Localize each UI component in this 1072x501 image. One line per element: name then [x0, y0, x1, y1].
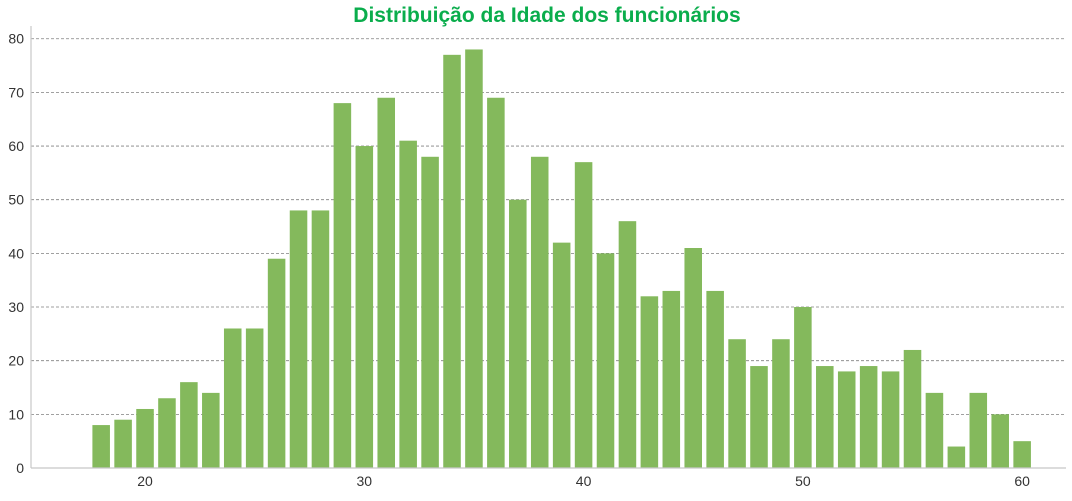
x-tick-label-30: 30: [357, 473, 373, 489]
x-tick-label-50: 50: [795, 473, 811, 489]
bar-age-31: [377, 97, 396, 468]
bar-age-55: [903, 349, 922, 468]
bar-age-37: [509, 199, 527, 468]
bar-age-36: [487, 97, 505, 468]
chart-title: Distribuição da Idade dos funcionários: [353, 4, 741, 27]
bar-age-18: [92, 425, 110, 468]
x-tick-label-20: 20: [137, 473, 153, 489]
y-tick-label-70: 70: [8, 84, 24, 100]
bar-age-46: [706, 290, 724, 468]
bar-age-52: [837, 371, 856, 468]
bar-age-40: [574, 162, 593, 468]
bar-age-19: [114, 419, 132, 468]
bar-age-54: [881, 371, 900, 468]
bar-age-34: [443, 54, 461, 468]
bar-age-47: [728, 339, 746, 468]
bar-age-53: [859, 366, 878, 468]
bar-age-24: [223, 328, 242, 468]
y-tick-label-60: 60: [8, 138, 24, 154]
bar-age-48: [750, 366, 768, 468]
bar-age-27: [289, 210, 308, 468]
y-tick-label-80: 80: [8, 31, 24, 47]
bar-age-59: [991, 414, 1009, 468]
bar-age-23: [202, 392, 220, 468]
bar-age-60: [1013, 441, 1031, 468]
bar-age-57: [947, 446, 966, 468]
bar-age-51: [816, 366, 834, 468]
y-tick-label-20: 20: [8, 353, 24, 369]
y-tick-label-40: 40: [8, 245, 24, 261]
bar-age-32: [399, 140, 417, 468]
bar-age-22: [180, 382, 198, 468]
bar-age-33: [421, 156, 439, 468]
bar-age-30: [355, 146, 374, 469]
bar-age-50: [794, 307, 812, 468]
bar-age-58: [969, 392, 988, 468]
y-tick-label-10: 10: [8, 406, 24, 422]
bar-age-41: [596, 253, 615, 468]
y-tick-label-30: 30: [8, 299, 24, 315]
bar-age-49: [772, 339, 790, 468]
bar-age-42: [618, 221, 637, 468]
bar-age-21: [158, 398, 176, 468]
bar-age-35: [465, 49, 483, 469]
bar-age-28: [311, 210, 330, 468]
bar-age-38: [530, 156, 549, 468]
y-tick-label-0: 0: [16, 460, 24, 476]
bar-age-25: [245, 328, 264, 468]
bar-age-44: [662, 290, 681, 468]
bar-age-29: [333, 103, 352, 468]
bar-age-45: [684, 248, 702, 468]
y-tick-label-50: 50: [8, 192, 24, 208]
bar-age-20: [136, 408, 154, 468]
x-tick-label-40: 40: [576, 473, 592, 489]
bar-age-26: [267, 258, 286, 468]
x-tick-label-60: 60: [1014, 473, 1030, 489]
bar-age-43: [640, 296, 659, 468]
bar-age-39: [552, 242, 571, 468]
bar-age-56: [925, 392, 944, 468]
